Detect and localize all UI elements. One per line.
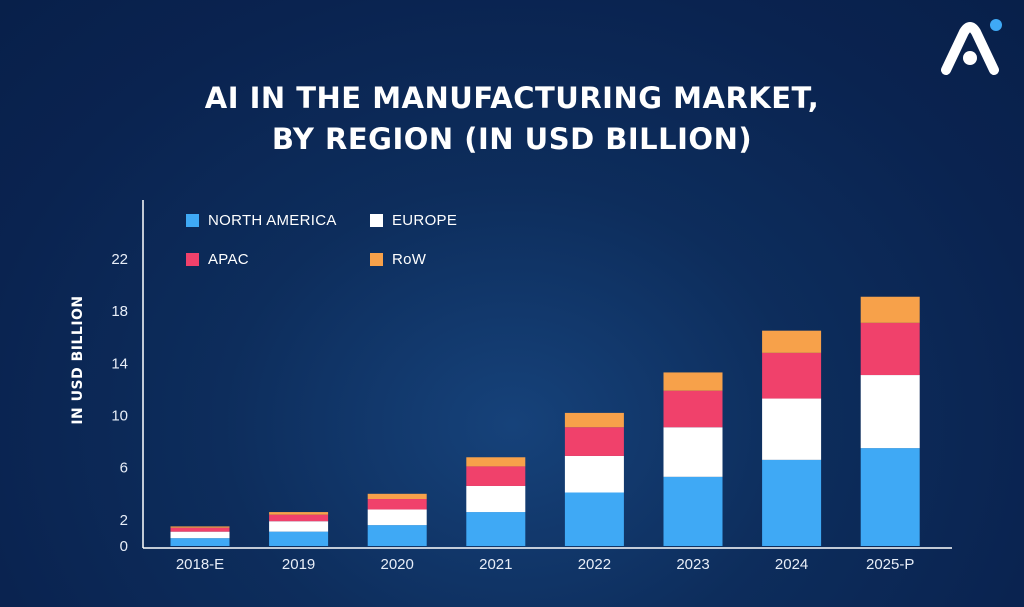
bar-segment-apac: [564, 427, 624, 456]
x-tick-labels: 2018-E 2019 2020 2021 2022 2023 2024 2025-P: [176, 556, 915, 573]
legend-item-apac: APAC: [186, 251, 249, 268]
x-tick-label: 2020: [381, 556, 414, 573]
bar-segment-apac: [860, 322, 920, 376]
y-tick-label: 6: [120, 460, 128, 477]
bar-segment-europe: [860, 375, 920, 449]
chart-title-line-2: BY REGION (IN USD BILLION): [271, 122, 753, 156]
bar-segment-europe: [269, 521, 329, 532]
y-tick-label: 10: [111, 408, 128, 425]
bar-segment-apac: [269, 514, 329, 522]
chart-title-line-1: AI IN THE MANUFACTURING MARKET,: [204, 81, 820, 115]
x-tick-label: 2018-E: [176, 556, 224, 573]
bar-segment-row: [860, 296, 920, 323]
legend-label-north-america: NORTH AMERICA: [208, 212, 337, 229]
bar-segment-north-america: [762, 459, 822, 546]
bar-segment-europe: [367, 509, 427, 526]
x-tick-label: 2023: [676, 556, 709, 573]
legend-label-europe: EUROPE: [392, 212, 458, 229]
x-tick-label: 2019: [282, 556, 315, 573]
brand-logo-icon: [941, 19, 1002, 75]
bar-segment-europe: [564, 455, 624, 493]
legend-item-north-america: NORTH AMERICA: [186, 212, 337, 229]
chart-legend: NORTH AMERICA EUROPE APAC RoW: [186, 212, 506, 272]
bar-segment-row: [367, 493, 427, 500]
bar-segment-row: [170, 526, 230, 528]
y-tick-label: 22: [111, 251, 128, 268]
legend-item-row: RoW: [370, 251, 426, 268]
bar-segment-north-america: [564, 492, 624, 546]
bar-segment-north-america: [170, 538, 230, 546]
legend-swatch-row: [370, 253, 383, 266]
bar-segment-apac: [466, 466, 526, 486]
legend-label-row: RoW: [392, 251, 427, 268]
bar-segment-row: [564, 412, 624, 428]
y-tick-label: 0: [120, 538, 128, 555]
legend-swatch-north-america: [186, 214, 199, 227]
bar-segment-europe: [663, 427, 723, 477]
bar-segment-europe: [762, 398, 822, 460]
bar-segment-north-america: [860, 448, 920, 546]
y-tick-label: 14: [111, 355, 128, 372]
bar-segment-apac: [663, 390, 723, 428]
bar-segment-apac: [367, 499, 427, 510]
bar-segment-north-america: [466, 512, 526, 546]
x-tick-label: 2025-P: [866, 556, 914, 573]
bar-segment-north-america: [663, 476, 723, 546]
bar-segment-row: [762, 330, 822, 353]
y-tick-labels: 0 2 6 10 14 18 22: [111, 251, 128, 555]
bar-segment-apac: [762, 352, 822, 399]
legend-item-europe: EUROPE: [370, 212, 457, 229]
bar-segment-row: [663, 372, 723, 391]
bar-segment-europe: [466, 485, 526, 513]
y-tick-label: 2: [120, 512, 128, 529]
bar-segment-north-america: [269, 531, 329, 546]
bar-segment-row: [466, 457, 526, 467]
bar-segment-europe: [170, 531, 230, 539]
legend-swatch-europe: [370, 214, 383, 227]
y-tick-label: 18: [111, 303, 128, 320]
legend-swatch-apac: [186, 253, 199, 266]
x-tick-label: 2024: [775, 556, 808, 573]
bar-segment-apac: [170, 527, 230, 532]
chart-title: AI IN THE MANUFACTURING MARKET, BY REGIO…: [0, 78, 1024, 160]
x-tick-label: 2021: [479, 556, 512, 573]
bar-segment-row: [269, 512, 329, 515]
legend-label-apac: APAC: [208, 251, 249, 268]
bar-stacks: [170, 296, 920, 546]
bar-segment-north-america: [367, 525, 427, 546]
x-tick-label: 2022: [578, 556, 611, 573]
